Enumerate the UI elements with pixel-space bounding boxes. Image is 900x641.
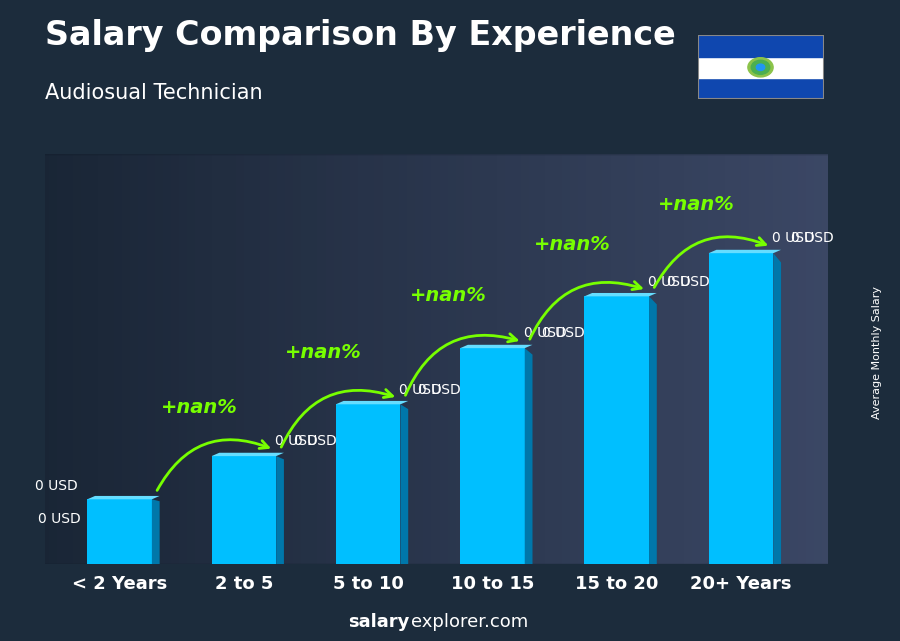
- Text: 0 USD: 0 USD: [400, 383, 442, 397]
- Polygon shape: [649, 296, 657, 564]
- Polygon shape: [212, 453, 284, 456]
- Text: +nan%: +nan%: [285, 344, 362, 362]
- Text: 0 USD: 0 USD: [524, 326, 566, 340]
- Text: 0 USD: 0 USD: [39, 512, 81, 526]
- Text: 0 USD: 0 USD: [667, 274, 709, 288]
- Text: 0 USD: 0 USD: [34, 479, 77, 493]
- Text: 0 USD: 0 USD: [294, 435, 337, 448]
- Polygon shape: [708, 253, 773, 564]
- Text: +nan%: +nan%: [658, 196, 734, 214]
- Polygon shape: [336, 401, 409, 404]
- Circle shape: [748, 58, 773, 77]
- Text: 0 USD: 0 USD: [418, 383, 461, 397]
- Bar: [698, 78, 824, 99]
- Text: 0 USD: 0 USD: [543, 326, 585, 340]
- Polygon shape: [212, 456, 276, 564]
- Polygon shape: [276, 456, 284, 564]
- Text: Audiosual Technician: Audiosual Technician: [45, 83, 263, 103]
- Polygon shape: [525, 348, 533, 564]
- Polygon shape: [584, 296, 649, 564]
- Polygon shape: [87, 499, 152, 564]
- Circle shape: [756, 64, 765, 71]
- Polygon shape: [584, 293, 657, 296]
- Polygon shape: [87, 496, 159, 499]
- Polygon shape: [460, 345, 533, 348]
- Polygon shape: [152, 499, 159, 564]
- Polygon shape: [773, 253, 781, 564]
- Text: 0 USD: 0 USD: [648, 274, 690, 288]
- Text: +nan%: +nan%: [410, 286, 486, 304]
- Text: salary: salary: [348, 613, 410, 631]
- Text: +nan%: +nan%: [534, 235, 610, 254]
- Text: 0 USD: 0 USD: [772, 231, 814, 246]
- Bar: [698, 56, 824, 78]
- Polygon shape: [400, 404, 409, 564]
- Polygon shape: [460, 348, 525, 564]
- Polygon shape: [708, 250, 781, 253]
- Text: Average Monthly Salary: Average Monthly Salary: [872, 286, 883, 419]
- Text: 0 USD: 0 USD: [791, 231, 833, 246]
- Text: explorer.com: explorer.com: [411, 613, 528, 631]
- Bar: [698, 35, 824, 56]
- Text: Salary Comparison By Experience: Salary Comparison By Experience: [45, 19, 676, 52]
- Circle shape: [752, 60, 770, 74]
- Text: 0 USD: 0 USD: [275, 435, 318, 448]
- Text: +nan%: +nan%: [161, 398, 238, 417]
- Polygon shape: [336, 404, 400, 564]
